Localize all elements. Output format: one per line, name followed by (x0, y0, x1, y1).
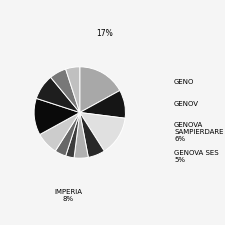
Wedge shape (66, 112, 80, 158)
Wedge shape (66, 67, 80, 112)
Wedge shape (80, 67, 120, 112)
Text: GENOV: GENOV (174, 101, 199, 107)
Text: GENO: GENO (174, 79, 194, 85)
Text: 17%: 17% (96, 29, 113, 38)
Text: GENOVA
SAMPIERDARE
6%: GENOVA SAMPIERDARE 6% (174, 122, 224, 142)
Wedge shape (74, 112, 88, 158)
Wedge shape (34, 98, 80, 135)
Wedge shape (55, 112, 80, 156)
Wedge shape (40, 112, 80, 151)
Text: GENOVA SES
5%: GENOVA SES 5% (174, 150, 219, 163)
Text: IMPERIA
8%: IMPERIA 8% (54, 189, 83, 202)
Wedge shape (51, 69, 80, 112)
Wedge shape (80, 112, 104, 157)
Wedge shape (80, 112, 125, 151)
Wedge shape (80, 90, 126, 118)
Wedge shape (36, 77, 80, 112)
